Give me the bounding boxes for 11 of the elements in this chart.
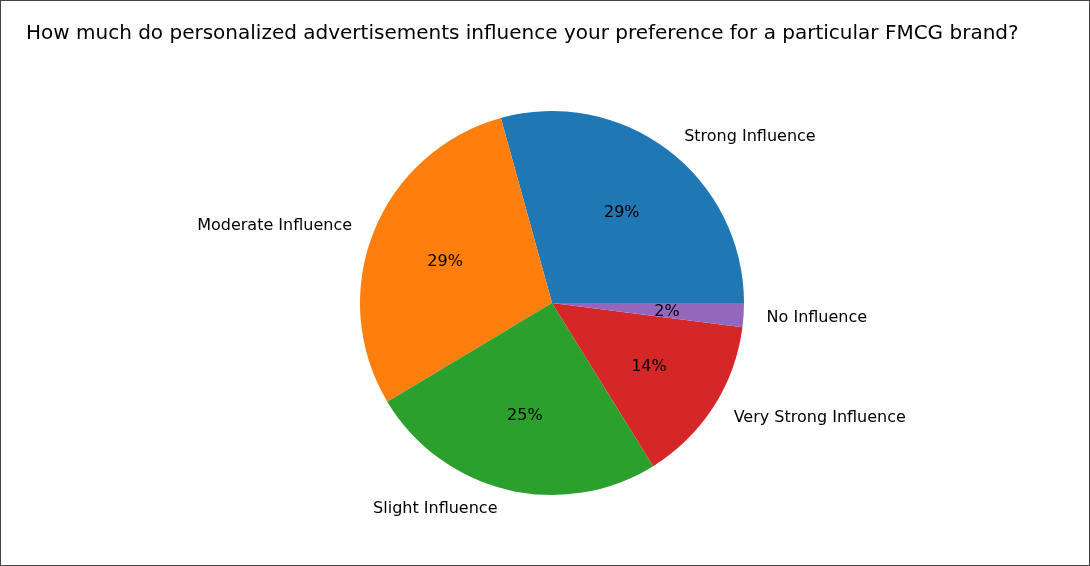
data-label: 29% [603, 201, 640, 221]
data-label: 14% [631, 355, 667, 375]
data-label: 25% [507, 405, 543, 425]
slice-label: Slight Influence [373, 497, 498, 517]
data-label: 2% [654, 300, 680, 320]
slice-label: Moderate Influence [197, 215, 353, 235]
slice-label: Strong Influence [684, 126, 816, 146]
chart-title: How much do personalized advertisements influence your preference for a particular FMCG brand? [26, 20, 1019, 44]
slice-label: No Influence [766, 306, 868, 326]
slice-label: Very Strong Influence [733, 407, 906, 427]
data-label: 29% [427, 250, 463, 270]
